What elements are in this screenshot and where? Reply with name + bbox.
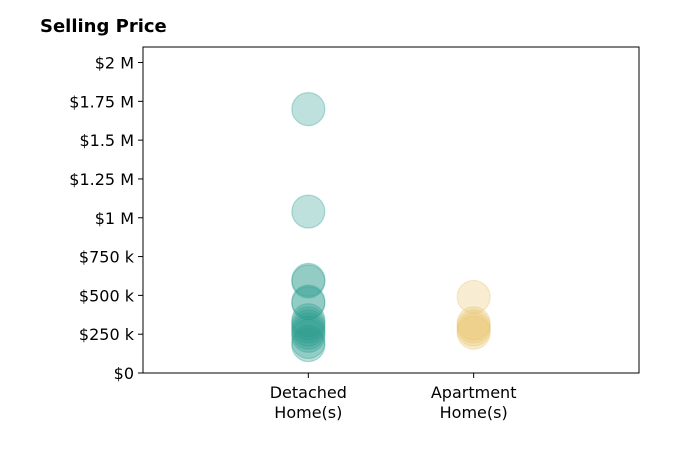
data-point (456, 279, 491, 315)
data-point (291, 309, 326, 344)
data-point (291, 315, 326, 350)
data-point (291, 324, 326, 360)
data-point (291, 264, 326, 299)
data-point (291, 286, 326, 321)
y-tick-label: $0 (114, 364, 134, 383)
y-tick-label: $500 k (79, 286, 135, 305)
data-point (291, 262, 326, 297)
data-point (291, 306, 326, 341)
data-point (456, 315, 491, 350)
y-axis: $0 $250 k $500 k $750 k $1 M $1.25 M $1.5 M $1.… (69, 54, 143, 383)
y-tick-label: $2 M (95, 54, 134, 73)
y-tick-label: $750 k (79, 248, 135, 267)
y-tick-label: $1.75 M (69, 92, 134, 111)
data-point (456, 309, 491, 344)
data-points (291, 91, 491, 363)
y-tick-label: $1 M (95, 209, 134, 228)
data-point (291, 91, 326, 127)
x-tick-label: Apartment Home(s) (431, 383, 517, 422)
data-point (456, 312, 491, 347)
data-point (291, 312, 326, 347)
data-point (456, 306, 491, 341)
y-tick-label: $250 k (79, 325, 135, 344)
data-point (291, 327, 326, 363)
chart-title: Selling Price (40, 16, 167, 37)
y-tick-label: $1.25 M (69, 170, 134, 189)
data-point (291, 303, 326, 338)
data-point (291, 194, 326, 229)
x-tick-label: Detached Home(s) (270, 383, 347, 422)
y-tick-label: $1.5 M (79, 131, 134, 150)
data-point (291, 284, 326, 319)
plot-frame (142, 46, 640, 374)
x-axis: Detached Home(s) Apartment Home(s) (270, 373, 517, 422)
data-point (291, 318, 326, 353)
